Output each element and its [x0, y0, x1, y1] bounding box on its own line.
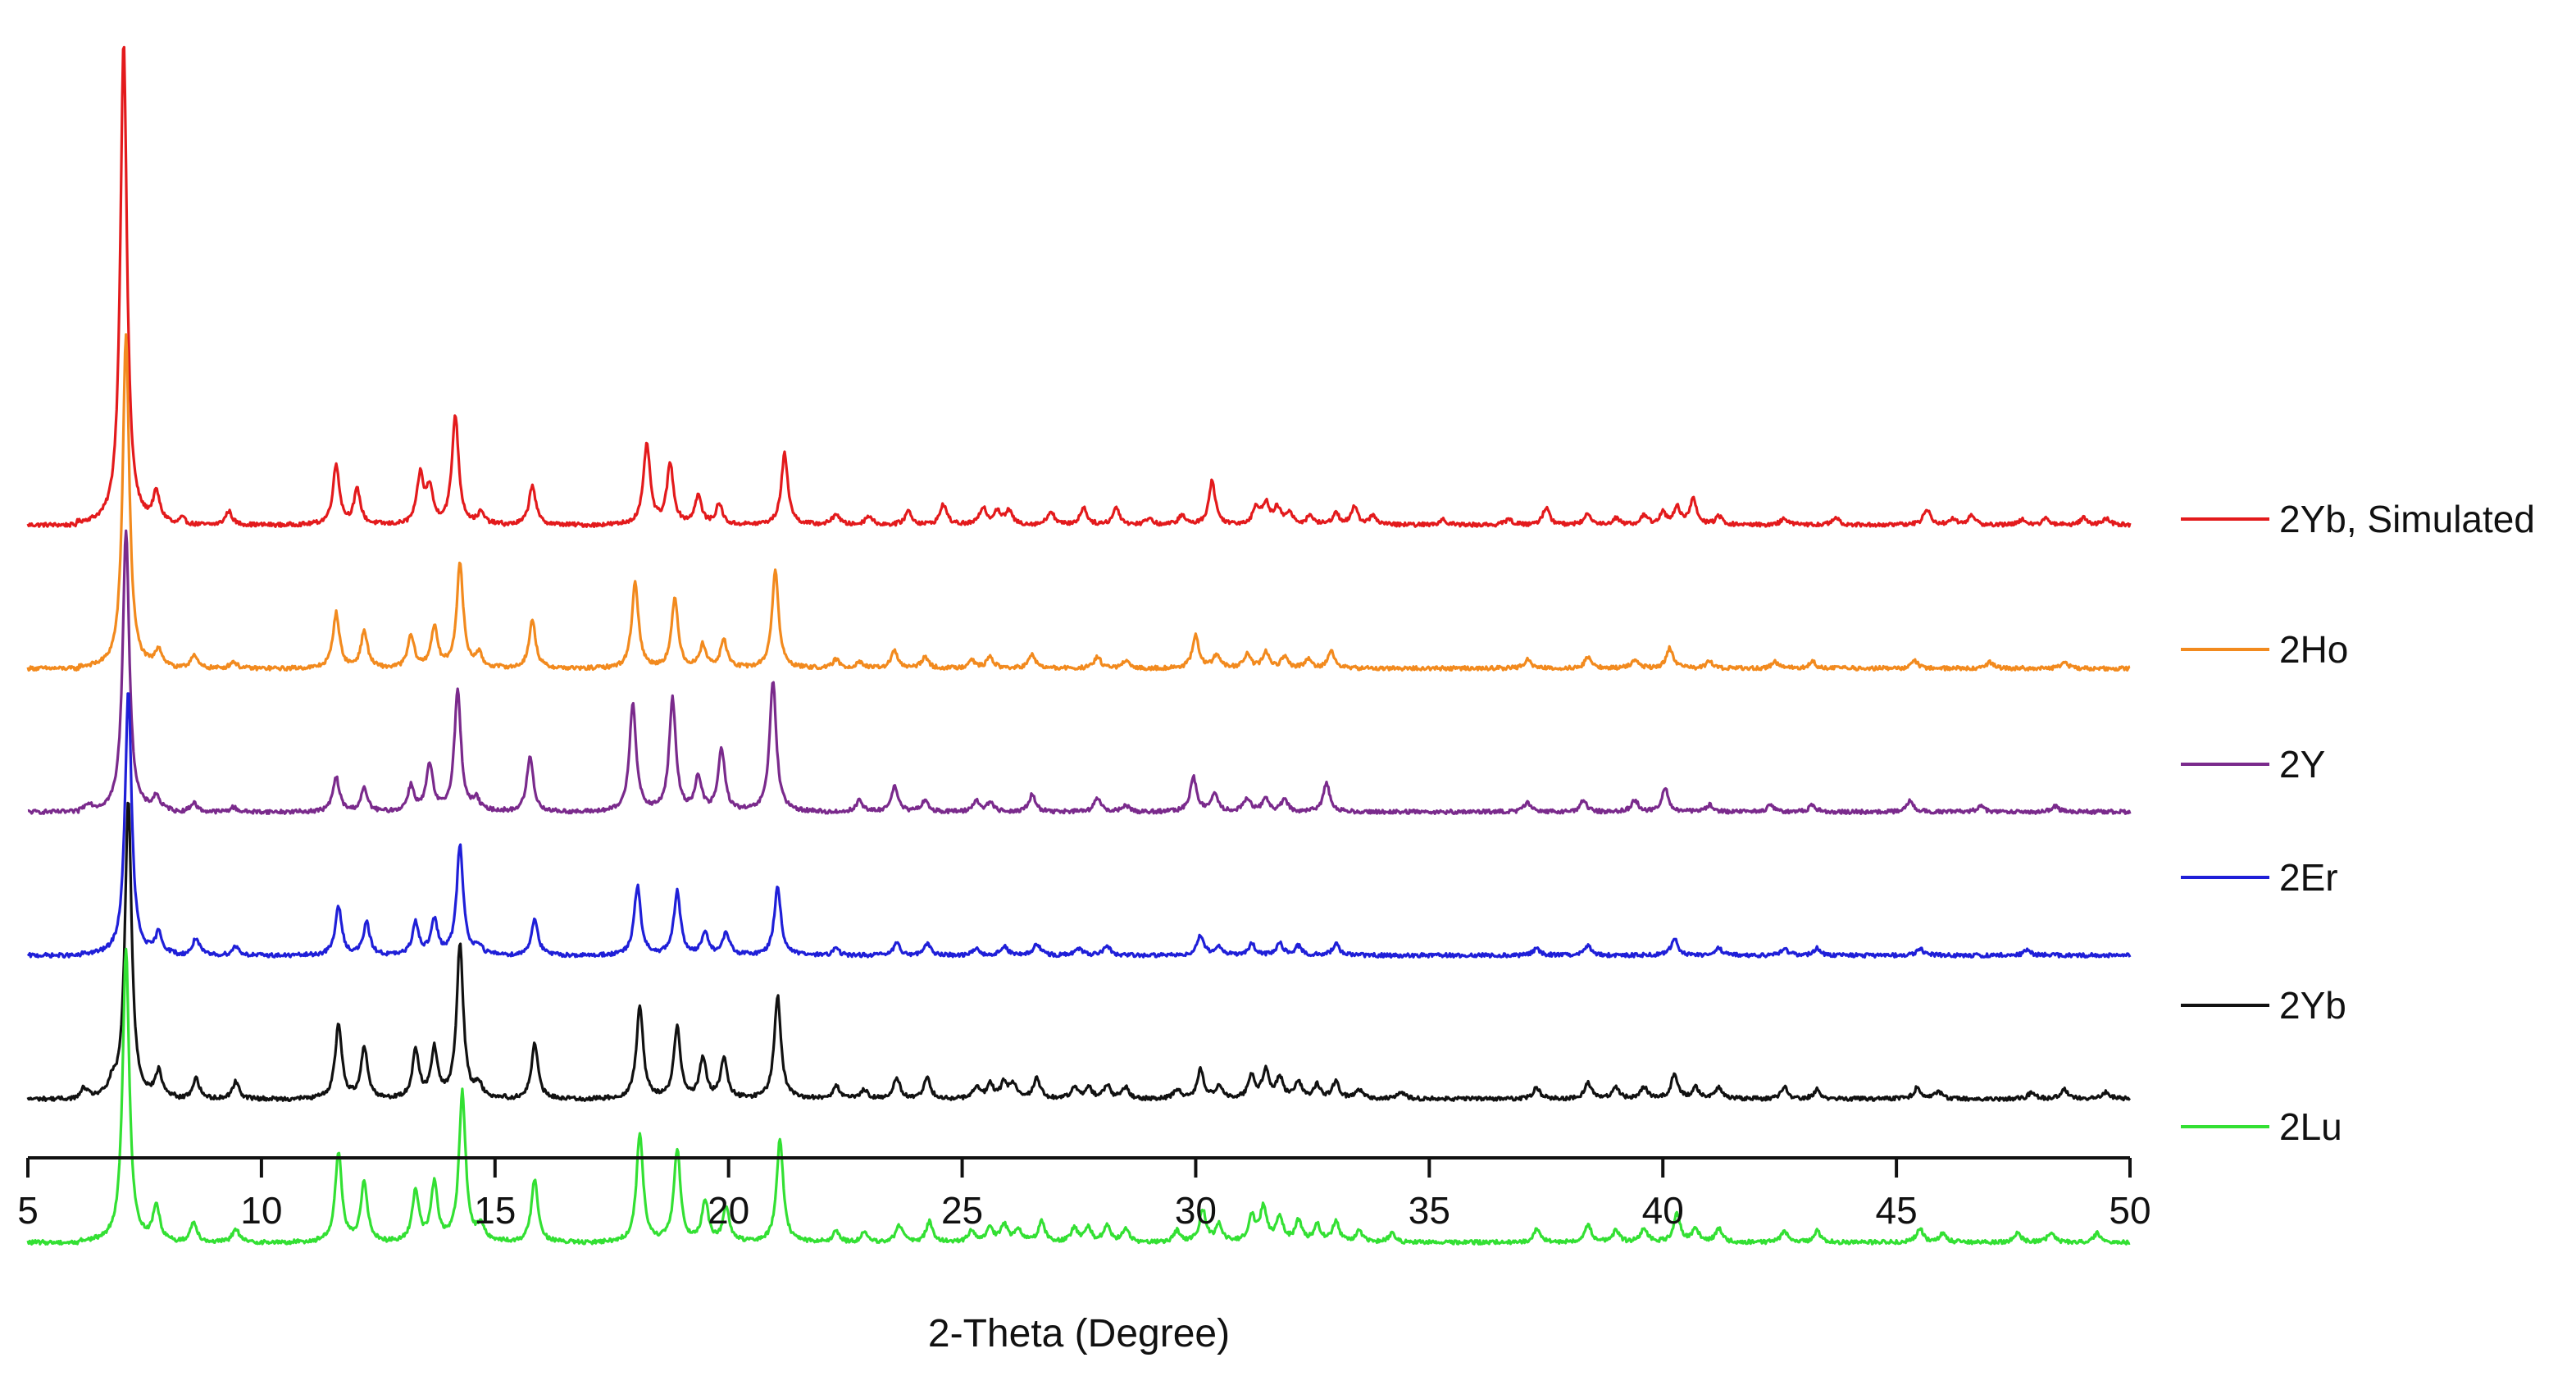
legend-label: 2Ho: [2279, 628, 2348, 671]
plot-area: [26, 45, 2132, 1246]
legend-label: 2Er: [2279, 856, 2338, 899]
legend-label: 2Yb: [2279, 984, 2346, 1027]
series-line: [26, 801, 2132, 1102]
series-line: [26, 333, 2131, 672]
x-axis-title: 2-Theta (Degree): [928, 1312, 1230, 1355]
x-tick-label: 35: [1409, 1189, 1450, 1232]
x-tick-label: 25: [941, 1189, 983, 1232]
legend-label: 2Lu: [2279, 1105, 2342, 1148]
legend: 2Yb, Simulated 2Ho 2Y 2Er 2Yb 2Lu: [2181, 498, 2535, 1148]
legend-label: 2Yb, Simulated: [2279, 498, 2535, 540]
x-tick-label: 50: [2109, 1189, 2150, 1232]
series-line: [27, 529, 2132, 815]
series-line: [26, 692, 2132, 959]
x-tick-label: 40: [1642, 1189, 1684, 1232]
x-tick-label: 10: [240, 1189, 282, 1232]
x-tick-label: 5: [17, 1189, 39, 1232]
series-line: [26, 947, 2131, 1246]
x-axis: 5 10 15 20 25 30 35 40 45 50: [17, 1156, 2151, 1232]
legend-label: 2Y: [2279, 743, 2325, 786]
series-line: [26, 45, 2132, 528]
x-tick-label: 30: [1175, 1189, 1217, 1232]
x-tick-label: 15: [474, 1189, 516, 1232]
x-tick-label: 45: [1876, 1189, 1918, 1232]
x-tick-label: 20: [708, 1189, 749, 1232]
